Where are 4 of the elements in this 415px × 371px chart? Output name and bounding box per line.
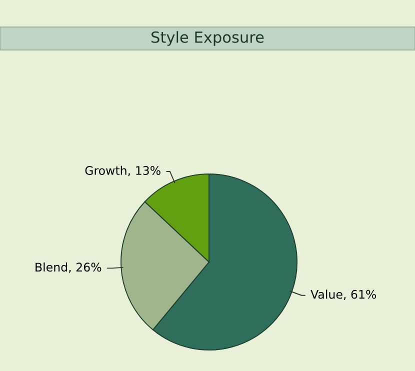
chart-title: Style Exposure [152,31,264,46]
slice-label: Growth, 13% [85,166,160,176]
slice-label: Blend, 26% [36,262,102,273]
slice-label: Value, 61% [310,290,376,300]
